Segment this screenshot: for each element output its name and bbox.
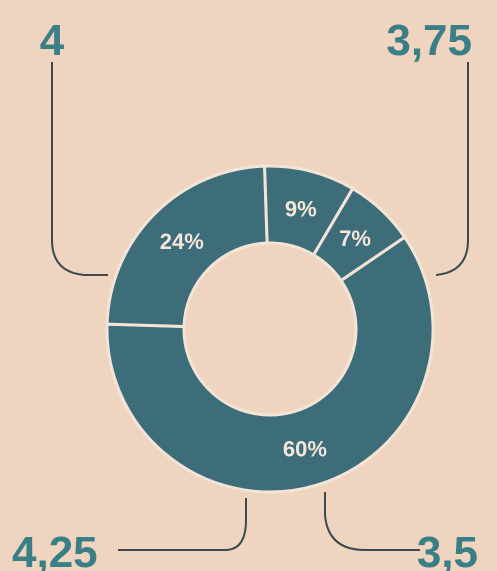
- callout-label: 4,25: [12, 528, 98, 571]
- callout-label: 3,5: [417, 528, 478, 571]
- segment-label: 24%: [160, 229, 204, 254]
- leader-line: [51, 62, 108, 276]
- segment-label: 9%: [285, 196, 317, 221]
- callout-label: 4: [40, 16, 65, 65]
- donut-segment: [105, 235, 435, 494]
- segment-label: 60%: [283, 436, 327, 461]
- callout-label: 3,75: [386, 16, 472, 65]
- leader-line: [324, 492, 420, 551]
- segment-label: 7%: [339, 226, 371, 251]
- leader-line: [435, 62, 469, 276]
- donut-segment: [105, 164, 269, 328]
- leader-line: [118, 498, 247, 551]
- donut-segment: [311, 186, 407, 283]
